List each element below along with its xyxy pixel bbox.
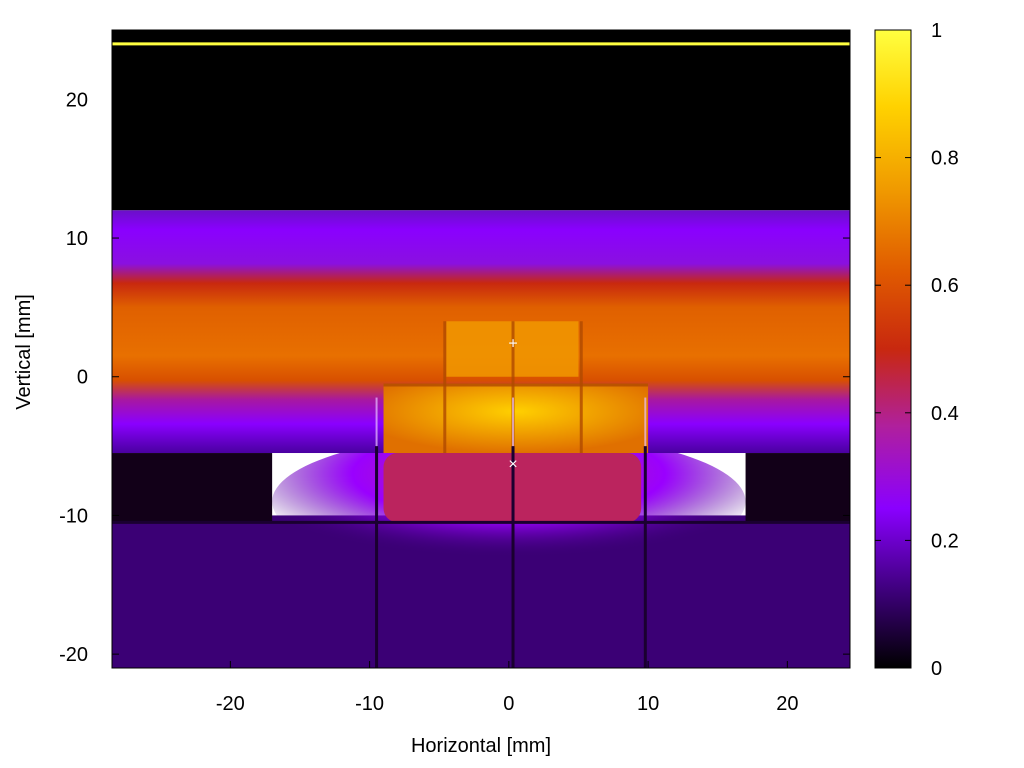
- colorbar-tick-label: 1: [931, 20, 942, 42]
- y-tick-label: -20: [59, 644, 88, 666]
- y-tick-label: 20: [66, 89, 88, 111]
- x-tick-label: 20: [776, 693, 798, 715]
- colorbar-tick-label: 0.4: [931, 403, 959, 425]
- y-tick-label: 10: [66, 228, 88, 250]
- x-tick-label: -20: [216, 693, 245, 715]
- colorbar-tick-label: 0.6: [931, 275, 959, 297]
- plot-frame: [111, 29, 851, 669]
- x-tick-label: 0: [503, 693, 514, 715]
- x-axis-ticks: -20 -10 0 10 20: [216, 30, 798, 715]
- y-axis-ticks: -20 -10 0 10 20: [59, 89, 850, 666]
- y-axis-label: Vertical [mm]: [13, 294, 35, 410]
- x-tick-label: 10: [637, 693, 659, 715]
- colorbar-tick-label: 0.2: [931, 530, 959, 552]
- y-tick-label: 0: [77, 367, 88, 389]
- heatmap-grid-cells-lower: [383, 383, 649, 454]
- heatmap-black-top: [112, 30, 850, 211]
- y-tick-label: -10: [59, 505, 88, 527]
- colorbar-ticks: 0 0.2 0.4 0.6 0.8 1: [875, 20, 959, 680]
- marker-2: ×: [508, 456, 517, 473]
- colorbar: [874, 29, 912, 669]
- x-axis-label: Horizontal [mm]: [411, 735, 551, 757]
- marker-1: +: [508, 335, 517, 352]
- heatmap-right-shoulder: [745, 453, 850, 523]
- colorbar-tick-label: 0.8: [931, 148, 959, 170]
- x-tick-label: -10: [355, 693, 384, 715]
- plot-area: +×: [112, 30, 850, 668]
- heatmap-left-shoulder: [112, 453, 273, 523]
- colorbar-tick-label: 0: [931, 658, 942, 680]
